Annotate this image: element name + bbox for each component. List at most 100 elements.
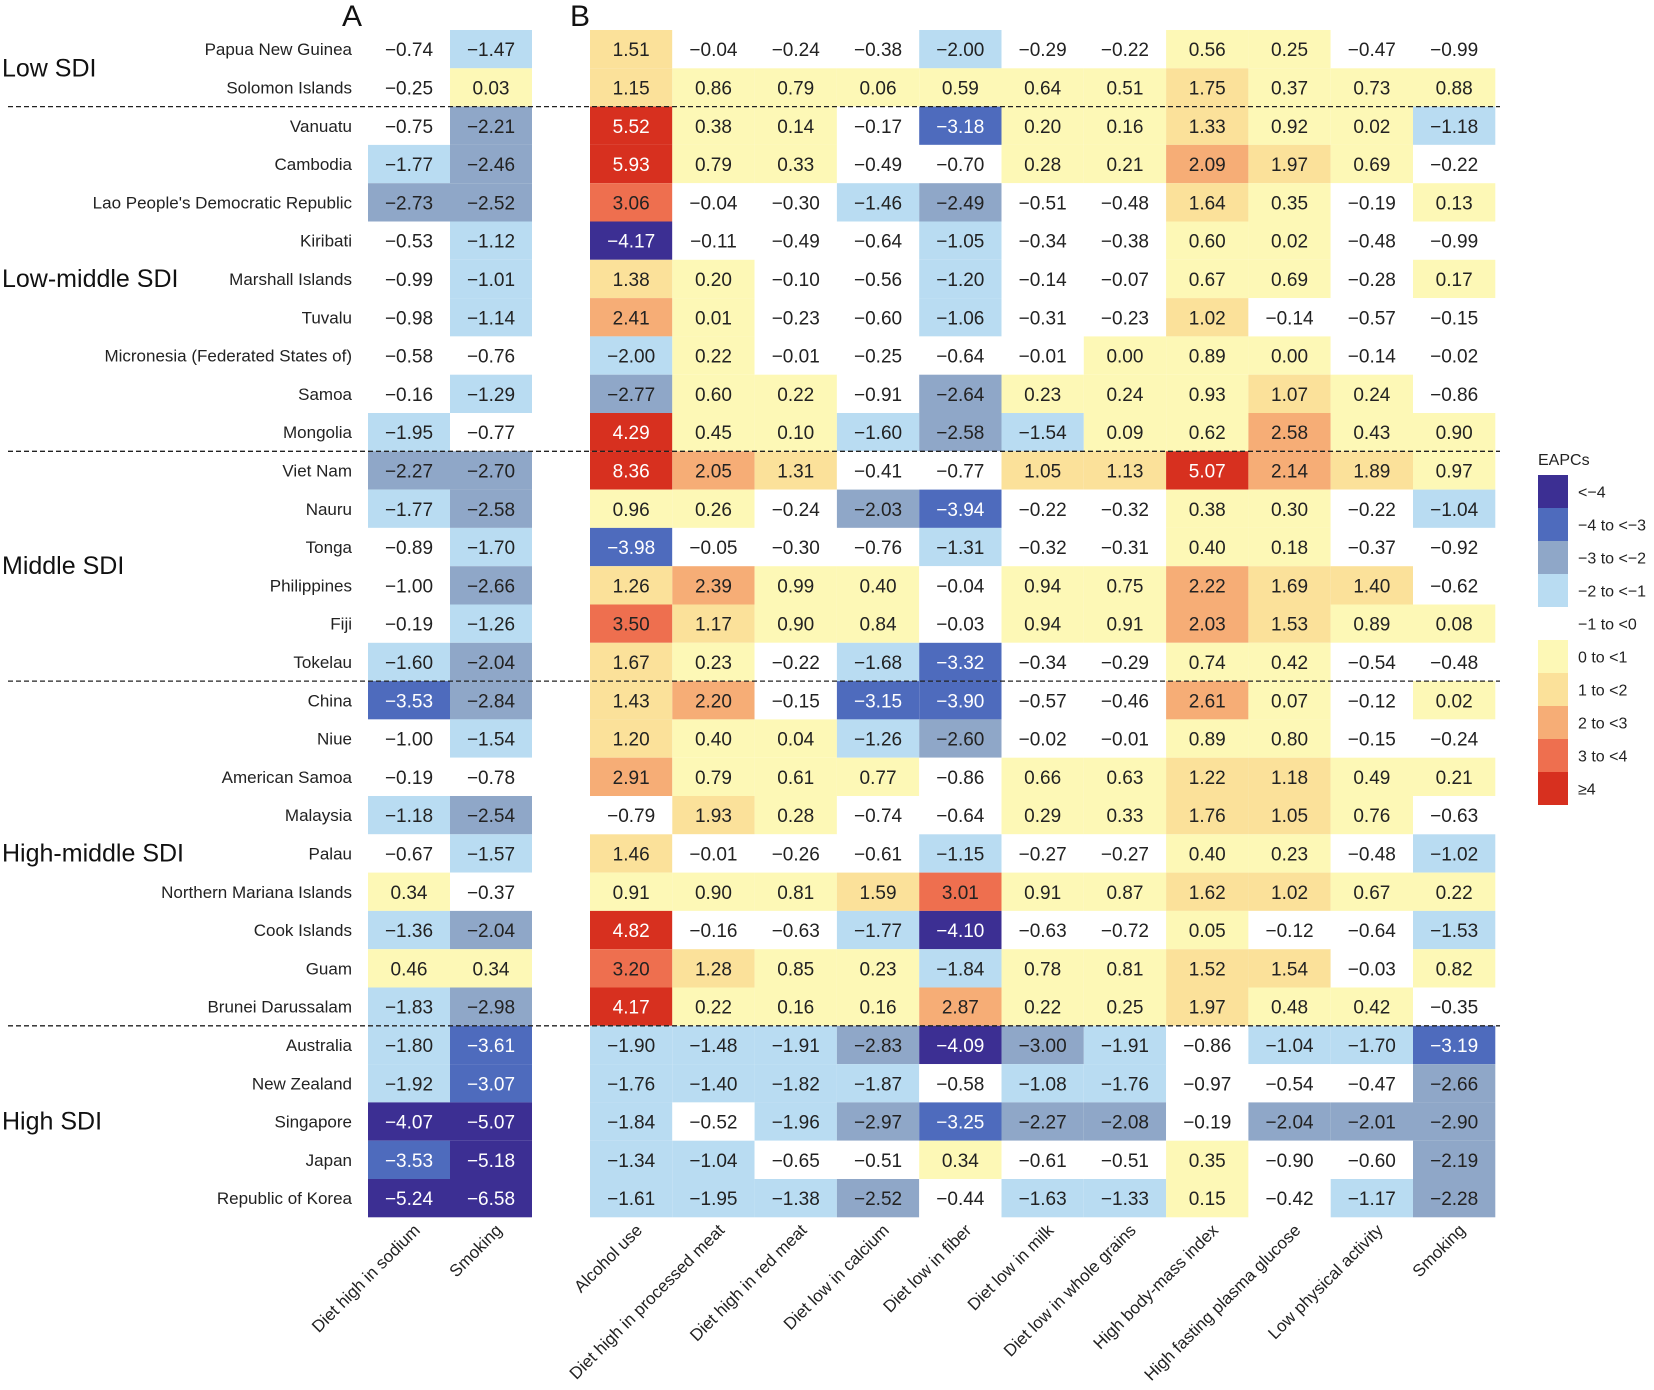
panelB-cell-value: −2.77 [607,385,655,406]
panelB-cell-value: 0.64 [1024,78,1061,99]
panelB-cell-value: −1.38 [772,1189,820,1210]
panelA-cell [450,1179,532,1218]
panelB-cell [1248,374,1331,413]
legend-swatch [1538,706,1568,739]
panelB-cell-value: 2.14 [1271,461,1308,482]
panelB-cell-value: −0.12 [1266,921,1314,942]
panelA-cell-value: −2.27 [385,461,433,482]
panelB-cell [836,949,920,988]
panelB-cell [754,1102,837,1141]
panelB-cell-value: −2.66 [1430,1074,1478,1095]
panelB-cell-value: −0.25 [854,347,902,368]
panelB-cell-value: −4.09 [936,1036,984,1057]
panelB-cell [1330,949,1413,988]
panelA-cell-value: −1.00 [385,730,433,751]
panelB-cell-value: −2.49 [936,193,984,214]
panelA-cell [368,604,450,643]
panelB-cell [1001,451,1084,490]
panelA-cell [450,1102,532,1141]
panelB-cell [836,1179,920,1218]
panelB-cell-value: −1.91 [1101,1036,1149,1057]
panelB-cell-value: −1.63 [1019,1189,1067,1210]
legend-item-label: −1 to <0 [1578,617,1637,634]
panelB-cell-value: −0.47 [1348,40,1396,61]
panelB-cell-value: 1.89 [1353,461,1390,482]
panelB-cell-value: −0.99 [1430,40,1478,61]
panelB-cell [590,1064,673,1103]
panelB-cell-value: 2.03 [1189,615,1226,636]
panelB-cell [836,642,920,682]
panelB-cell-value: 0.20 [695,270,732,291]
panelB-cell-value: 0.23 [1024,385,1061,406]
panelB-cell-value: −1.04 [1266,1036,1315,1057]
panelB-cell-value: −4.17 [607,232,655,253]
panelB-cell [1330,1102,1413,1141]
panelA-cell-value: −4.07 [385,1113,433,1134]
panelB-cell-value: −0.30 [772,538,820,559]
panelB-cell-value: 0.89 [1189,730,1226,751]
panelB-cell-value: −0.61 [1019,1151,1067,1172]
panelB-cell [1083,1102,1167,1141]
panelB-cell-value: −0.65 [772,1151,820,1172]
panelB-cell [1330,642,1413,682]
panelA-cell-value: −2.98 [467,998,515,1019]
panelA-cell [450,183,532,222]
panelA-cell [368,30,450,69]
panelB-cell-value: 0.45 [695,423,732,444]
panelB-cell-value: 2.58 [1271,423,1308,444]
panelA-cell [450,681,532,720]
panelB-cell [754,413,837,452]
panelB-cell-value: 0.34 [942,1151,979,1172]
panelB-cell-value: 0.67 [1189,270,1226,291]
panelB-cell-value: −0.49 [772,232,820,253]
panelB-cell-value: −1.84 [936,959,985,980]
panelB-cell [1413,68,1496,107]
panelB-cell [672,413,755,452]
panelB-cell-value: −1.77 [854,921,902,942]
panelA-cell [368,910,450,950]
panelB-cell-value: −0.91 [854,385,902,406]
panelA-cell-value: −2.54 [467,806,516,827]
panelB-cell-value: 0.13 [1436,193,1473,214]
panelB-cell-value: 1.69 [1271,576,1308,597]
panelB-cell-value: 0.33 [1106,806,1143,827]
panelB-cell-value: 0.61 [777,768,814,789]
panelB-cell [1330,604,1413,643]
panelB-cell-value: −1.15 [936,844,984,865]
panelB-cell [1330,106,1413,145]
panelB-cell [1166,834,1249,873]
panelB-cell-value: −0.29 [1019,40,1067,61]
panelB-cell [919,298,1002,337]
panelB-cell [1166,681,1249,720]
panelB-cell-value: −2.28 [1430,1189,1478,1210]
panelB-cell [1001,566,1084,605]
panelB-cell-value: 0.14 [777,117,814,138]
panelB-cell [672,221,755,260]
panelB-cell-value: −0.60 [1348,1151,1396,1172]
panelB-cell [590,642,673,682]
panelB-cell [672,642,755,682]
row-label: Lao People's Democratic Republic [93,193,353,212]
panelA-cell-value: −1.12 [467,232,515,253]
legend-swatch [1538,475,1568,508]
panelB-cell [1166,144,1249,184]
panel-b-column-label: Diet low in whole grains [1000,1221,1140,1361]
panelA-cell [368,489,450,528]
panelB-cell [1330,527,1413,567]
panelB-cell [1166,68,1249,107]
panelB-cell [836,413,920,452]
panelB-cell-value: 0.38 [695,117,732,138]
panelB-cell-value: 0.67 [1353,883,1390,904]
panelB-cell-value: 0.91 [1024,883,1061,904]
panelB-cell [1083,336,1167,375]
panelB-cell [754,1025,837,1065]
panelB-cell-value: 1.67 [613,653,650,674]
panelB-cell-value: −1.61 [607,1189,655,1210]
panelB-cell-value: 1.02 [1271,883,1308,904]
panelB-cell [672,566,755,605]
panelA-cell [368,1102,450,1141]
panelB-cell-value: 2.87 [942,998,979,1019]
panelB-cell [1248,298,1331,337]
panelA-cell-value: −1.60 [385,653,433,674]
row-label: Northern Mariana Islands [161,883,352,902]
